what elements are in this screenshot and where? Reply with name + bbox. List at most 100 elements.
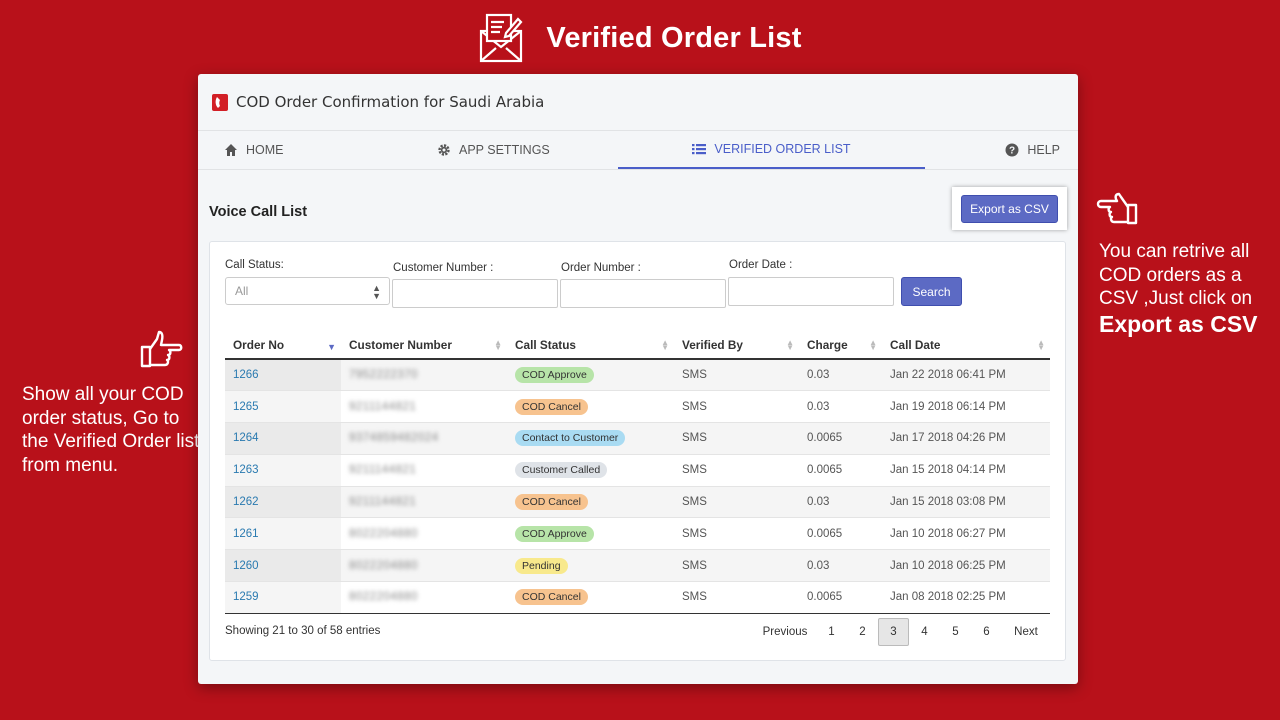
order-link[interactable]: 1265 [233, 400, 259, 413]
order-link[interactable]: 1262 [233, 496, 259, 509]
customer-number-cell: 7952222370 [341, 358, 507, 391]
voice-call-card: Call Status: All ▲ ▼ Customer Number : Or… [209, 241, 1066, 661]
charge-cell: 0.0065 [799, 453, 882, 487]
app-header: COD Order Confirmation for Saudi Arabia [198, 74, 1078, 131]
svg-text:?: ? [1009, 146, 1015, 157]
customer-number-label: Customer Number : [393, 262, 494, 274]
orders-table-body: 1266 7952222370 COD Approve SMS 0.03 Jan 22 2… [225, 358, 1050, 614]
call-status-cell: COD Cancel [507, 581, 674, 614]
col-order-no[interactable]: Order No ▼ [225, 332, 341, 360]
col-charge[interactable]: Charge ▲ ▼ [799, 332, 882, 360]
table-row: 1265 9211144821 COD Cancel SMS 0.03 Jan 19 20… [225, 390, 1050, 423]
pagination-page[interactable]: 6 [983, 626, 990, 638]
call-status-select[interactable]: All ▲ ▼ [225, 277, 390, 305]
order-link[interactable]: 1259 [233, 591, 259, 604]
verified-by-cell: SMS [674, 358, 799, 391]
status-badge: Pending [515, 557, 568, 574]
charge-cell: 0.03 [799, 485, 882, 518]
verified-by-cell: SMS [674, 422, 799, 455]
col-call-date-label: Call Date [890, 338, 941, 352]
verified-by-cell: SMS [674, 485, 799, 518]
pointing-hand-icon [1096, 192, 1138, 225]
question-circle-icon: ? [1005, 143, 1019, 157]
customer-number-value: 9211144821 [349, 496, 417, 509]
charge-cell: 0.0065 [799, 581, 882, 614]
customer-number-cell: 9211144821 [341, 390, 507, 423]
order-link[interactable]: 1266 [233, 369, 259, 382]
table-row: 1263 9211144821 Customer Called SMS 0.0065 Ja… [225, 453, 1050, 487]
customer-number-cell: 9374859482024 [341, 422, 507, 455]
pagination-previous[interactable]: Previous [762, 626, 808, 638]
status-badge: COD Approve [515, 525, 594, 542]
order-link[interactable]: 1260 [233, 559, 259, 572]
status-badge: Customer Called [515, 462, 608, 479]
orders-table: Order No ▼ Customer Number ▲ ▼ Call Status ▲… [225, 332, 1050, 614]
main-nav: HOME APP SETTINGS VERIFIED ORDER LIST [198, 131, 1078, 170]
gear-icon [438, 144, 450, 156]
status-badge: COD Cancel [515, 398, 588, 415]
call-date-cell: Jan 22 2018 06:41 PM [882, 358, 1050, 391]
nav-verified-order-list[interactable]: VERIFIED ORDER LIST [618, 131, 925, 169]
order-date-input[interactable] [728, 277, 894, 306]
customer-number-cell: 9211144821 [341, 453, 507, 487]
customer-number-value: 7952222370 [349, 369, 418, 382]
pagination-page[interactable]: 1 [828, 626, 835, 638]
customer-number-cell: 9211144821 [341, 485, 507, 518]
call-status-value: All [235, 284, 249, 298]
col-call-date[interactable]: Call Date ▲ ▼ [882, 332, 1050, 360]
nav-home[interactable]: HOME [224, 131, 284, 169]
customer-number-input[interactable] [392, 279, 558, 308]
table-row: 1262 9211144821 COD Cancel SMS 0.03 Jan 15 20… [225, 485, 1050, 518]
charge-cell: 0.0065 [799, 517, 882, 550]
order-no-cell: 1259 [225, 581, 341, 614]
customer-number-value: 8022204880 [349, 559, 418, 572]
sort-icon: ▲ ▼ [786, 338, 794, 352]
col-customer-number[interactable]: Customer Number ▲ ▼ [341, 332, 507, 360]
list-icon [692, 144, 707, 155]
customer-number-cell: 8022204880 [341, 517, 507, 550]
order-link[interactable]: 1263 [233, 464, 259, 477]
call-date-cell: Jan 15 2018 03:08 PM [882, 485, 1050, 518]
customer-number-cell: 8022204880 [341, 549, 507, 582]
col-call-status[interactable]: Call Status ▲ ▼ [507, 332, 674, 360]
export-csv-button[interactable]: Export as CSV [961, 194, 1058, 223]
verified-by-cell: SMS [674, 581, 799, 614]
status-badge: COD Cancel [515, 494, 588, 511]
banner-title: Verified Order List [546, 21, 802, 54]
sort-icon: ▲ ▼ [494, 338, 502, 352]
col-verified-by-label: Verified By [682, 338, 743, 352]
col-verified-by[interactable]: Verified By ▲ ▼ [674, 332, 799, 360]
col-order-no-label: Order No [233, 338, 285, 352]
order-link[interactable]: 1261 [233, 527, 259, 540]
search-button[interactable]: Search [901, 277, 962, 306]
order-link[interactable]: 1264 [233, 432, 259, 445]
col-call-status-label: Call Status [515, 338, 576, 352]
nav-help[interactable]: ? HELP [1005, 131, 1060, 169]
call-status-cell: Customer Called [507, 453, 674, 487]
envelope-edit-icon [480, 13, 523, 63]
customer-number-value: 9374859482024 [349, 432, 439, 445]
verified-by-cell: SMS [674, 453, 799, 487]
customer-number-cell: 8022204880 [341, 581, 507, 614]
table-row: 1264 9374859482024 Contact to Customer SMS 0… [225, 422, 1050, 455]
order-no-cell: 1265 [225, 390, 341, 423]
sort-desc-icon: ▼ [327, 342, 336, 352]
call-date-cell: Jan 10 2018 06:27 PM [882, 517, 1050, 550]
charge-cell: 0.03 [799, 358, 882, 391]
nav-app-settings[interactable]: APP SETTINGS [437, 131, 550, 169]
table-info: Showing 21 to 30 of 58 entries [225, 625, 381, 637]
call-date-cell: Jan 19 2018 06:14 PM [882, 390, 1050, 423]
call-date-cell: Jan 08 2018 02:25 PM [882, 581, 1050, 614]
customer-number-value: 8022204880 [349, 527, 418, 540]
call-status-cell: COD Cancel [507, 390, 674, 423]
customer-number-value: 9211144821 [349, 464, 417, 477]
pagination-next[interactable]: Next [1014, 626, 1038, 638]
nav-help-label: HELP [1027, 143, 1060, 157]
pagination-page-current[interactable]: 3 [878, 618, 909, 646]
pagination-page[interactable]: 2 [859, 626, 866, 638]
nav-home-label: HOME [246, 143, 284, 157]
pagination-page[interactable]: 5 [952, 626, 959, 638]
pagination-page[interactable]: 4 [921, 626, 928, 638]
order-number-input[interactable] [560, 279, 726, 308]
nav-verified-label: VERIFIED ORDER LIST [714, 142, 851, 156]
